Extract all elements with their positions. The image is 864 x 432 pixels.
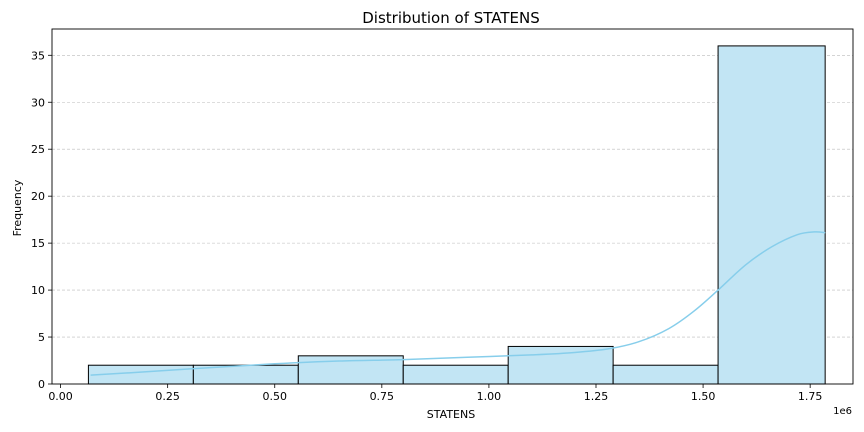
y-tick-label: 25 — [31, 143, 45, 156]
x-tick-label: 0.50 — [262, 390, 287, 403]
y-tick-label: 30 — [31, 96, 45, 109]
x-axis-offset-label: 1e6 — [833, 406, 852, 417]
y-axis-ticks: 0 5 10 15 20 25 30 35 — [31, 49, 52, 391]
x-tick-label: 0.00 — [48, 390, 73, 403]
x-tick-label: 0.75 — [370, 390, 395, 403]
kde-curve — [90, 231, 826, 376]
x-tick-label: 1.00 — [477, 390, 502, 403]
x-tick-label: 1.75 — [798, 390, 823, 403]
y-axis-label: Frequency — [11, 179, 24, 236]
kde-curve-group — [90, 231, 826, 376]
y-tick-label: 35 — [31, 49, 45, 62]
y-tick-label: 15 — [31, 237, 45, 250]
x-tick-label: 1.50 — [691, 390, 716, 403]
histogram-bar-6 — [612, 364, 719, 385]
histogram-bar-5 — [507, 345, 614, 385]
plot-frame — [51, 28, 854, 385]
histogram-bars — [87, 45, 826, 385]
histogram-bar-7 — [717, 45, 826, 385]
chart-title: Distribution of STATENS — [362, 9, 540, 27]
y-tick-label: 20 — [31, 190, 45, 203]
x-tick-label: 1.25 — [584, 390, 609, 403]
x-axis-ticks: 0.00 0.25 0.50 0.75 1.00 1.25 1.50 1.75 — [48, 384, 822, 403]
x-tick-label: 0.25 — [155, 390, 180, 403]
y-tick-label: 5 — [38, 331, 45, 344]
histogram-bar-4 — [402, 364, 509, 385]
y-tick-label: 10 — [31, 284, 45, 297]
y-tick-label: 0 — [38, 378, 45, 391]
x-axis-label: STATENS — [427, 408, 475, 421]
